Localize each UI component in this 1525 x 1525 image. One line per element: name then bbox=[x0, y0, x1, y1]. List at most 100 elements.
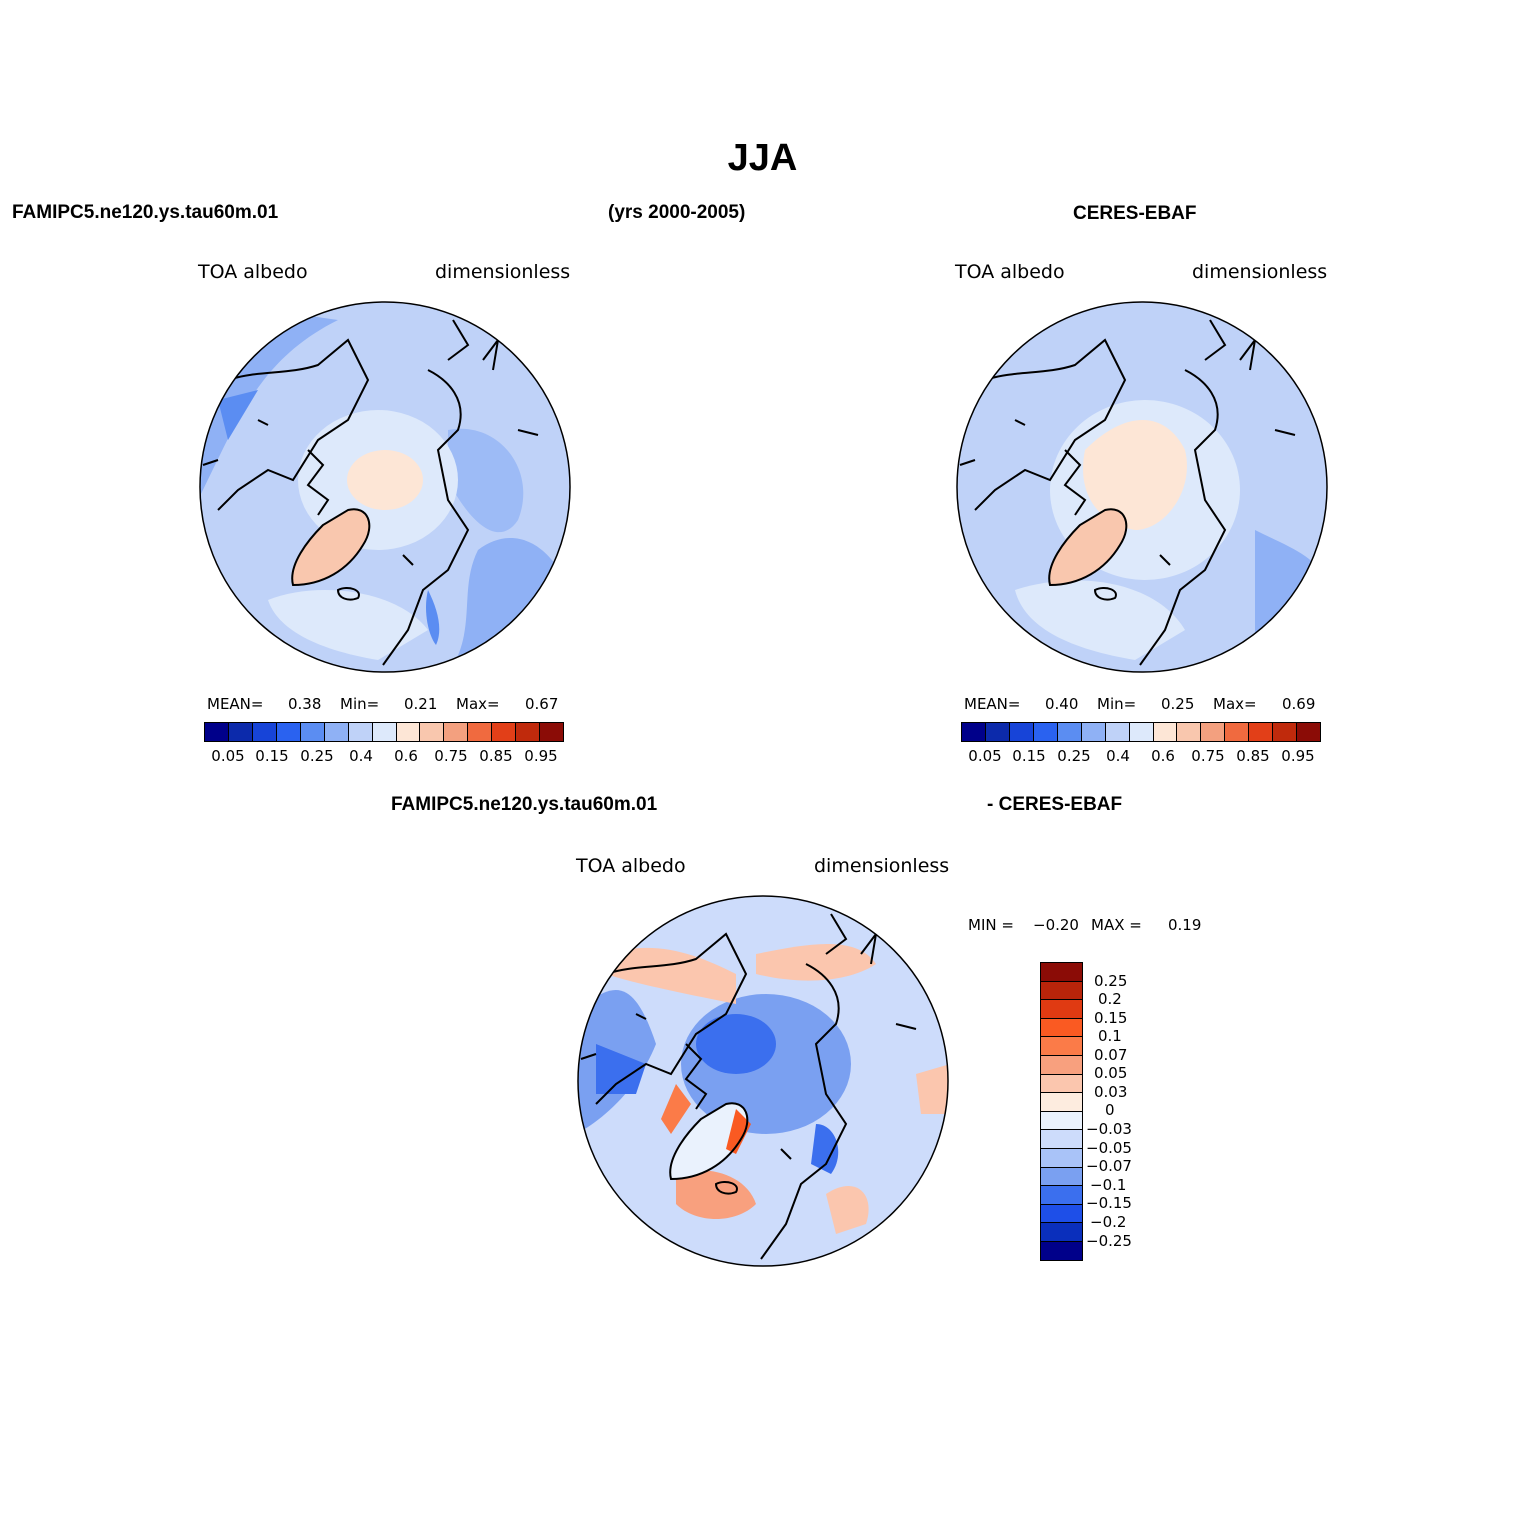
colorbar-swatch bbox=[1105, 723, 1130, 741]
colorbar-swatch bbox=[1201, 723, 1226, 741]
obs-case-title: CERES-EBAF bbox=[1073, 203, 1197, 224]
obs-variable-label: TOA albedo bbox=[955, 261, 1065, 283]
colorbar-swatch bbox=[1041, 1055, 1082, 1075]
colorbar-swatch bbox=[962, 723, 986, 741]
model-max-value: 0.67 bbox=[525, 695, 559, 713]
diff-colorbar-tick: 0.07 bbox=[1094, 1046, 1128, 1064]
colorbar-swatch bbox=[1041, 1111, 1082, 1131]
colorbar-swatch bbox=[1041, 1148, 1082, 1168]
colorbar-swatch bbox=[1041, 1241, 1082, 1260]
colorbar-swatch bbox=[1057, 723, 1082, 741]
diff-colorbar-tick: 0 bbox=[1105, 1101, 1115, 1119]
diff-colorbar-tick: −0.25 bbox=[1086, 1232, 1132, 1250]
colorbar-swatch bbox=[1033, 723, 1058, 741]
colorbar-swatch bbox=[252, 723, 277, 741]
colorbar-swatch bbox=[1041, 981, 1082, 1001]
model-colorbar-tick: 0.05 bbox=[211, 747, 245, 765]
colorbar-swatch bbox=[1249, 723, 1274, 741]
colorbar-swatch bbox=[348, 723, 373, 741]
diff-colorbar-tick: 0.03 bbox=[1094, 1083, 1128, 1101]
diff-colorbar bbox=[1040, 962, 1083, 1261]
model-mean-label: MEAN= bbox=[207, 695, 264, 713]
model-variable-label: TOA albedo bbox=[198, 261, 308, 283]
colorbar-swatch bbox=[1041, 1223, 1082, 1242]
diff-max-value: 0.19 bbox=[1168, 916, 1202, 934]
colorbar-swatch bbox=[1041, 1186, 1082, 1205]
colorbar-swatch bbox=[228, 723, 253, 741]
colorbar-swatch bbox=[1081, 723, 1106, 741]
colorbar-swatch bbox=[516, 723, 541, 741]
colorbar-swatch bbox=[1225, 723, 1250, 741]
colorbar-swatch bbox=[1153, 723, 1178, 741]
colorbar-swatch bbox=[300, 723, 325, 741]
diff-max-label: MAX = bbox=[1091, 916, 1142, 934]
colorbar-swatch bbox=[1297, 723, 1321, 741]
obs-min-value: 0.25 bbox=[1161, 695, 1195, 713]
colorbar-swatch bbox=[1041, 1037, 1082, 1056]
diff-colorbar-tick: −0.15 bbox=[1086, 1194, 1132, 1212]
colorbar-swatch bbox=[1177, 723, 1202, 741]
model-colorbar-tick: 0.95 bbox=[524, 747, 558, 765]
obs-colorbar bbox=[961, 722, 1321, 742]
colorbar-swatch bbox=[1041, 963, 1082, 982]
obs-colorbar-tick: 0.4 bbox=[1106, 747, 1130, 765]
model-min-value: 0.21 bbox=[404, 695, 438, 713]
colorbar-swatch bbox=[205, 723, 229, 741]
model-colorbar-tick: 0.75 bbox=[434, 747, 468, 765]
model-colorbar-tick: 0.6 bbox=[394, 747, 418, 765]
colorbar-swatch bbox=[420, 723, 445, 741]
diff-colorbar-tick: −0.1 bbox=[1090, 1176, 1127, 1194]
colorbar-swatch bbox=[1041, 1167, 1082, 1187]
period-label: (yrs 2000-2005) bbox=[608, 202, 746, 223]
model-colorbar bbox=[204, 722, 564, 742]
colorbar-swatch bbox=[1041, 1204, 1082, 1224]
colorbar-swatch bbox=[1273, 723, 1298, 741]
colorbar-swatch bbox=[1009, 723, 1034, 741]
obs-colorbar-tick: 0.05 bbox=[968, 747, 1002, 765]
colorbar-swatch bbox=[372, 723, 397, 741]
obs-max-value: 0.69 bbox=[1282, 695, 1316, 713]
obs-colorbar-tick: 0.85 bbox=[1236, 747, 1270, 765]
diff-colorbar-tick: −0.05 bbox=[1086, 1139, 1132, 1157]
colorbar-swatch bbox=[540, 723, 564, 741]
obs-mean-value: 0.40 bbox=[1045, 695, 1079, 713]
model-min-label: Min= bbox=[340, 695, 380, 713]
colorbar-swatch bbox=[324, 723, 349, 741]
model-polar-map bbox=[199, 301, 571, 673]
obs-colorbar-tick: 0.25 bbox=[1057, 747, 1091, 765]
model-case-title: FAMIPC5.ne120.ys.tau60m.01 bbox=[12, 202, 279, 223]
obs-colorbar-tick: 0.95 bbox=[1281, 747, 1315, 765]
diff-colorbar-tick: −0.07 bbox=[1086, 1157, 1132, 1175]
diff-units-label: dimensionless bbox=[814, 855, 950, 877]
colorbar-swatch bbox=[985, 723, 1010, 741]
colorbar-swatch bbox=[396, 723, 421, 741]
obs-colorbar-tick: 0.75 bbox=[1191, 747, 1225, 765]
diff-polar-map bbox=[577, 895, 949, 1267]
model-colorbar-tick: 0.15 bbox=[255, 747, 289, 765]
colorbar-swatch bbox=[1041, 1130, 1082, 1149]
colorbar-swatch bbox=[276, 723, 301, 741]
diff-colorbar-tick: 0.15 bbox=[1094, 1009, 1128, 1027]
model-colorbar-tick: 0.25 bbox=[300, 747, 334, 765]
colorbar-swatch bbox=[1041, 1018, 1082, 1038]
diff-colorbar-tick: −0.03 bbox=[1086, 1120, 1132, 1138]
model-units-label: dimensionless bbox=[435, 261, 571, 283]
model-mean-value: 0.38 bbox=[288, 695, 322, 713]
colorbar-swatch bbox=[1041, 1000, 1082, 1019]
diff-case-left: FAMIPC5.ne120.ys.tau60m.01 bbox=[391, 794, 658, 815]
diff-variable-label: TOA albedo bbox=[576, 855, 686, 877]
page-title: JJA bbox=[727, 137, 798, 179]
obs-mean-label: MEAN= bbox=[964, 695, 1021, 713]
colorbar-swatch bbox=[1129, 723, 1154, 741]
diff-colorbar-tick: 0.2 bbox=[1098, 990, 1122, 1008]
diff-colorbar-tick: 0.25 bbox=[1094, 972, 1128, 990]
diff-colorbar-tick: 0.05 bbox=[1094, 1064, 1128, 1082]
model-colorbar-tick: 0.4 bbox=[349, 747, 373, 765]
obs-colorbar-tick: 0.15 bbox=[1012, 747, 1046, 765]
diff-case-right: - CERES-EBAF bbox=[987, 794, 1123, 815]
diff-min-value: −0.20 bbox=[1033, 916, 1079, 934]
colorbar-swatch bbox=[492, 723, 517, 741]
obs-min-label: Min= bbox=[1097, 695, 1137, 713]
colorbar-swatch bbox=[444, 723, 469, 741]
colorbar-swatch bbox=[1041, 1074, 1082, 1094]
